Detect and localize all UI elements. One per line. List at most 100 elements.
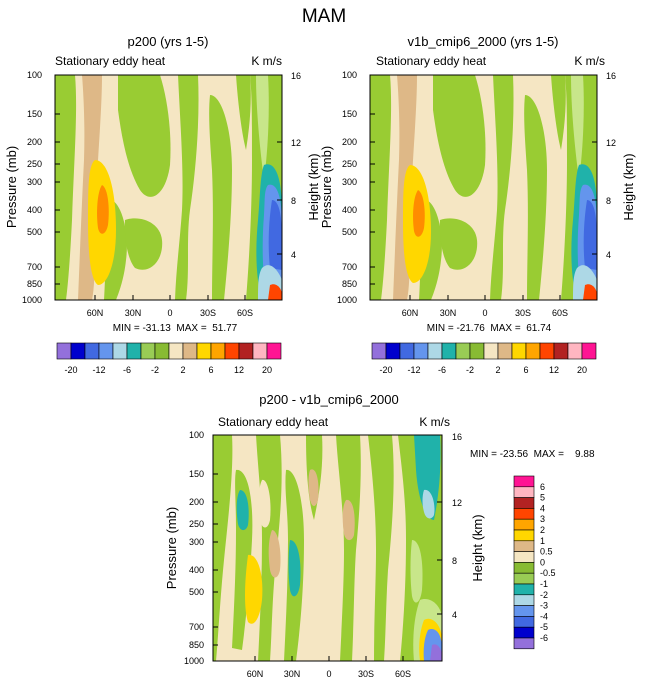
panel-2-contour-field <box>370 75 597 300</box>
panel-2-y-tick-label: 500 <box>342 227 357 237</box>
colorbar-swatch <box>497 342 513 360</box>
colorbar-2: -20 -12 -6 -2 2 6 12 20 <box>371 342 597 375</box>
panel-1-x-tick-label: 60S <box>237 308 253 318</box>
panel-3-y-tick-label: 700 <box>189 622 204 632</box>
panel-2-y-right-tick-label: 8 <box>606 196 611 206</box>
colorbar-swatch <box>513 626 535 639</box>
colorbar-swatch <box>513 486 535 498</box>
panel-1-subtitle-right: K m/s <box>251 54 282 68</box>
colorbar-tick-label: -6 <box>540 633 548 643</box>
panel-2: v1b_cmip6_2000 (yrs 1-5) Stationary eddy… <box>319 34 636 375</box>
colorbar-swatch <box>513 508 535 520</box>
colorbar-tick-label: 6 <box>523 365 528 375</box>
colorbar-tick-label: -2 <box>540 590 548 600</box>
panel-3-x-tick-label: 30S <box>358 669 374 679</box>
colorbar-swatch <box>210 342 226 360</box>
colorbar-tick-label: 0.5 <box>540 547 553 557</box>
panel-3: p200 - v1b_cmip6_2000 Stationary eddy he… <box>164 392 595 679</box>
colorbar-swatch <box>266 342 282 360</box>
colorbar-swatch <box>539 342 555 360</box>
panel-3-x-tick-label: 30N <box>284 669 301 679</box>
colorbar-swatch <box>513 562 535 574</box>
panel-2-y-axis: 100 150 200 250 300 400 500 700 850 1000… <box>319 70 375 305</box>
colorbar-tick-label: -4 <box>540 611 548 621</box>
colorbar-tick-label: 6 <box>208 365 213 375</box>
colorbar-tick-label: -20 <box>64 365 77 375</box>
panel-3-y-tick-label: 100 <box>189 430 204 440</box>
panel-2-y-tick-label: 200 <box>342 137 357 147</box>
colorbar-tick-label: 0 <box>540 557 545 567</box>
panel-1-y-tick-label: 850 <box>27 279 42 289</box>
colorbar-swatch <box>513 551 535 563</box>
colorbar-tick-label: 20 <box>262 365 272 375</box>
panel-1-y-right-tick-label: 8 <box>291 196 296 206</box>
panel-1-y-tick-label: 400 <box>27 205 42 215</box>
colorbar-swatch <box>553 342 569 360</box>
panel-1-y-tick-label: 150 <box>27 109 42 119</box>
colorbar-swatch <box>513 572 535 585</box>
panel-3-y-tick-label: 500 <box>189 587 204 597</box>
colorbar-tick-label: -3 <box>540 601 548 611</box>
colorbar-tick-label: 4 <box>540 503 545 513</box>
page-title: MAM <box>302 6 346 27</box>
colorbar-tick-label: -1 <box>540 579 548 589</box>
colorbar-1: -20 -12 -6 -2 2 6 12 20 <box>56 342 282 375</box>
panel-3-y-tick-label: 200 <box>189 497 204 507</box>
panel-1-x-tick-label: 30S <box>200 308 216 318</box>
colorbar-tick-label: 12 <box>549 365 559 375</box>
colorbar-tick-label: 3 <box>540 514 545 524</box>
panel-1-title: p200 (yrs 1-5) <box>128 34 209 49</box>
colorbar-swatch <box>513 497 535 509</box>
panel-1-y-tick-label: 500 <box>27 227 42 237</box>
colorbar-swatch <box>581 342 597 360</box>
colorbar-tick-label: 1 <box>540 536 545 546</box>
panel-3-y-right-tick-label: 8 <box>452 556 457 566</box>
colorbar-swatch <box>513 540 535 552</box>
panel-1-plot-frame <box>54 74 283 301</box>
colorbar-tick-label: -6 <box>123 365 131 375</box>
colorbar-swatch <box>56 342 72 360</box>
panel-1-y-tick-label: 300 <box>27 177 42 187</box>
colorbar-swatch <box>513 583 535 596</box>
panel-3-y-tick-label: 250 <box>189 519 204 529</box>
colorbar-swatch <box>399 342 415 360</box>
panel-3-y-tick-label: 1000 <box>184 656 204 666</box>
panel-2-title: v1b_cmip6_2000 (yrs 1-5) <box>407 34 558 49</box>
panel-3-x-axis: 60N 30N 0 30S 60S <box>247 656 411 679</box>
panel-1-contour-field <box>55 75 282 300</box>
colorbar-tick-label: -5 <box>540 622 548 632</box>
colorbar-tick-label: -2 <box>151 365 159 375</box>
panel-2-y-axis-right: 16 12 8 4 Height (km) <box>592 71 636 260</box>
colorbar-swatch <box>371 342 387 360</box>
panel-1-x-tick-label: 60N <box>87 308 104 318</box>
colorbar-tick-label: -0.5 <box>540 568 556 578</box>
panel-2-y-tick-label: 150 <box>342 109 357 119</box>
panel-1-y-axis-label: Pressure (mb) <box>4 146 19 228</box>
colorbar-swatch <box>84 342 100 360</box>
colorbar-swatch <box>441 342 457 360</box>
panel-3-plot-frame <box>212 434 443 662</box>
panel-3-x-tick-label: 60S <box>395 669 411 679</box>
colorbar-swatch <box>567 342 583 360</box>
colorbar-tick-label: -2 <box>466 365 474 375</box>
colorbar-tick-label: 2 <box>540 525 545 535</box>
colorbar-swatch <box>168 342 184 360</box>
panel-2-y-right-tick-label: 4 <box>606 250 611 260</box>
panel-3-x-tick-label: 0 <box>326 669 331 679</box>
panel-2-y-tick-label: 100 <box>342 70 357 80</box>
panel-1-x-tick-label: 30N <box>125 308 142 318</box>
panel-3-y-right-tick-label: 4 <box>452 610 457 620</box>
panel-2-y-tick-label: 700 <box>342 262 357 272</box>
panel-1-stats: MIN = -31.13 MAX = 51.77 <box>113 323 238 334</box>
panel-2-x-tick-label: 30N <box>440 308 457 318</box>
colorbar-swatch <box>98 342 114 360</box>
colorbar-swatch <box>513 637 535 650</box>
colorbar-swatch <box>513 475 535 488</box>
panel-2-plot-frame <box>369 74 598 301</box>
panel-1-x-axis: 60N 30N 0 30S 60S <box>87 295 253 318</box>
panel-2-y-right-tick-label: 12 <box>606 138 616 148</box>
panel-2-x-tick-label: 60N <box>402 308 419 318</box>
panel-3-y-tick-label: 400 <box>189 565 204 575</box>
